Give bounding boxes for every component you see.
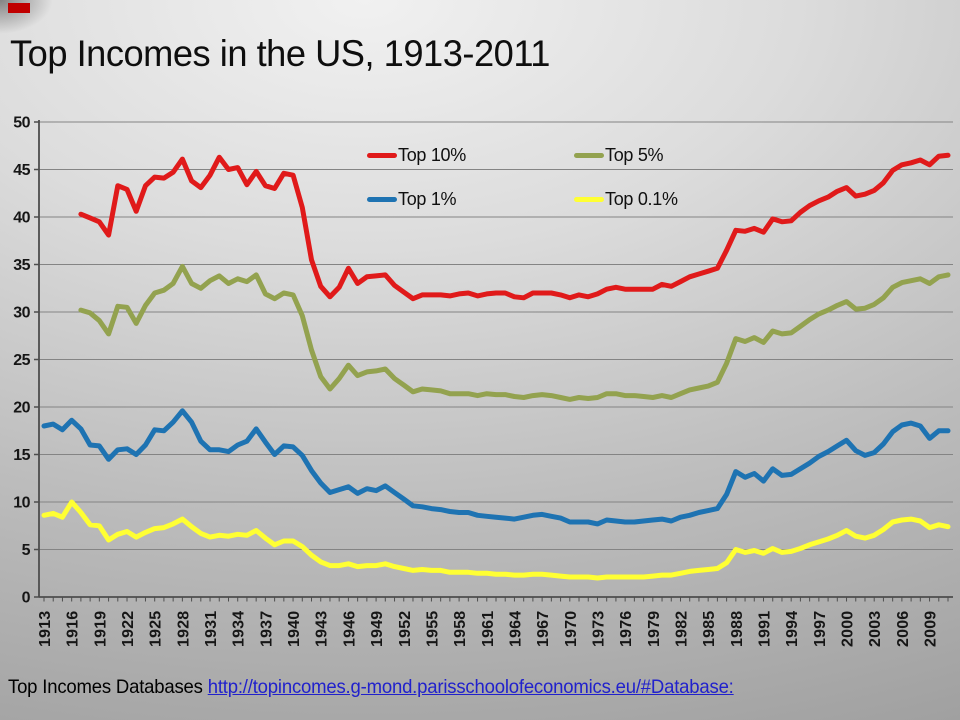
svg-text:5: 5: [22, 542, 31, 559]
legend-swatch-top5-icon: [574, 152, 604, 158]
svg-text:1982: 1982: [673, 611, 690, 647]
legend-item-top1: Top 1%: [367, 188, 457, 210]
legend-label-top10: Top 10%: [398, 144, 466, 165]
svg-text:40: 40: [13, 210, 30, 227]
svg-text:1961: 1961: [480, 611, 497, 647]
svg-text:2000: 2000: [840, 611, 857, 647]
legend-swatch-top10-icon: [367, 152, 397, 158]
svg-text:25: 25: [13, 352, 30, 369]
svg-text:1940: 1940: [286, 611, 303, 647]
legend-label-top01: Top 0.1%: [605, 188, 678, 209]
svg-text:0: 0: [22, 590, 31, 607]
caption-link[interactable]: http://topincomes.g-mond.parisschoolofec…: [207, 676, 734, 698]
svg-text:30: 30: [13, 305, 30, 322]
svg-text:1937: 1937: [258, 611, 275, 647]
svg-text:45: 45: [13, 162, 30, 179]
svg-text:1931: 1931: [203, 611, 220, 647]
svg-text:1943: 1943: [314, 611, 331, 647]
svg-text:2006: 2006: [895, 611, 912, 647]
legend-item-top5: Top 5%: [574, 144, 664, 166]
legend-swatch-top1-icon: [367, 196, 397, 202]
svg-text:50: 50: [13, 115, 30, 132]
svg-text:35: 35: [13, 257, 30, 274]
svg-text:1913: 1913: [37, 611, 54, 647]
caption: Top Incomes Databases http://topincomes.…: [8, 676, 901, 699]
caption-text: Top Incomes Databases: [8, 676, 208, 698]
svg-text:1922: 1922: [120, 611, 137, 647]
svg-text:1946: 1946: [341, 611, 358, 647]
legend-label-top5: Top 5%: [605, 144, 664, 165]
svg-text:1970: 1970: [563, 611, 580, 647]
svg-text:1952: 1952: [397, 611, 414, 647]
svg-text:1976: 1976: [618, 611, 635, 647]
svg-text:10: 10: [13, 495, 30, 512]
svg-text:1991: 1991: [757, 611, 774, 647]
svg-text:1967: 1967: [535, 611, 552, 647]
svg-text:2009: 2009: [923, 611, 940, 647]
svg-text:1916: 1916: [65, 611, 82, 647]
svg-text:15: 15: [13, 447, 30, 464]
legend-item-top01: Top 0.1%: [574, 188, 678, 210]
legend-label-top1: Top 1%: [398, 188, 457, 209]
svg-text:1955: 1955: [424, 611, 441, 647]
svg-text:1997: 1997: [812, 611, 829, 647]
legend-item-top10: Top 10%: [367, 144, 466, 166]
svg-text:1964: 1964: [507, 611, 524, 647]
svg-text:1919: 1919: [92, 611, 109, 647]
svg-text:1928: 1928: [175, 611, 192, 647]
svg-text:1934: 1934: [231, 611, 248, 647]
svg-text:1973: 1973: [590, 611, 607, 647]
svg-text:1925: 1925: [148, 611, 165, 647]
page-title: Top Incomes in the US, 1913-2011: [10, 33, 550, 74]
svg-text:1985: 1985: [701, 611, 718, 647]
svg-text:1979: 1979: [646, 611, 663, 647]
svg-text:20: 20: [13, 400, 30, 417]
svg-text:1958: 1958: [452, 611, 469, 647]
legend-swatch-top01-icon: [574, 196, 604, 202]
svg-text:2003: 2003: [867, 611, 884, 647]
svg-text:1988: 1988: [729, 611, 746, 647]
svg-text:1994: 1994: [784, 611, 801, 647]
svg-text:1949: 1949: [369, 611, 386, 647]
corner-accent: [8, 3, 30, 13]
